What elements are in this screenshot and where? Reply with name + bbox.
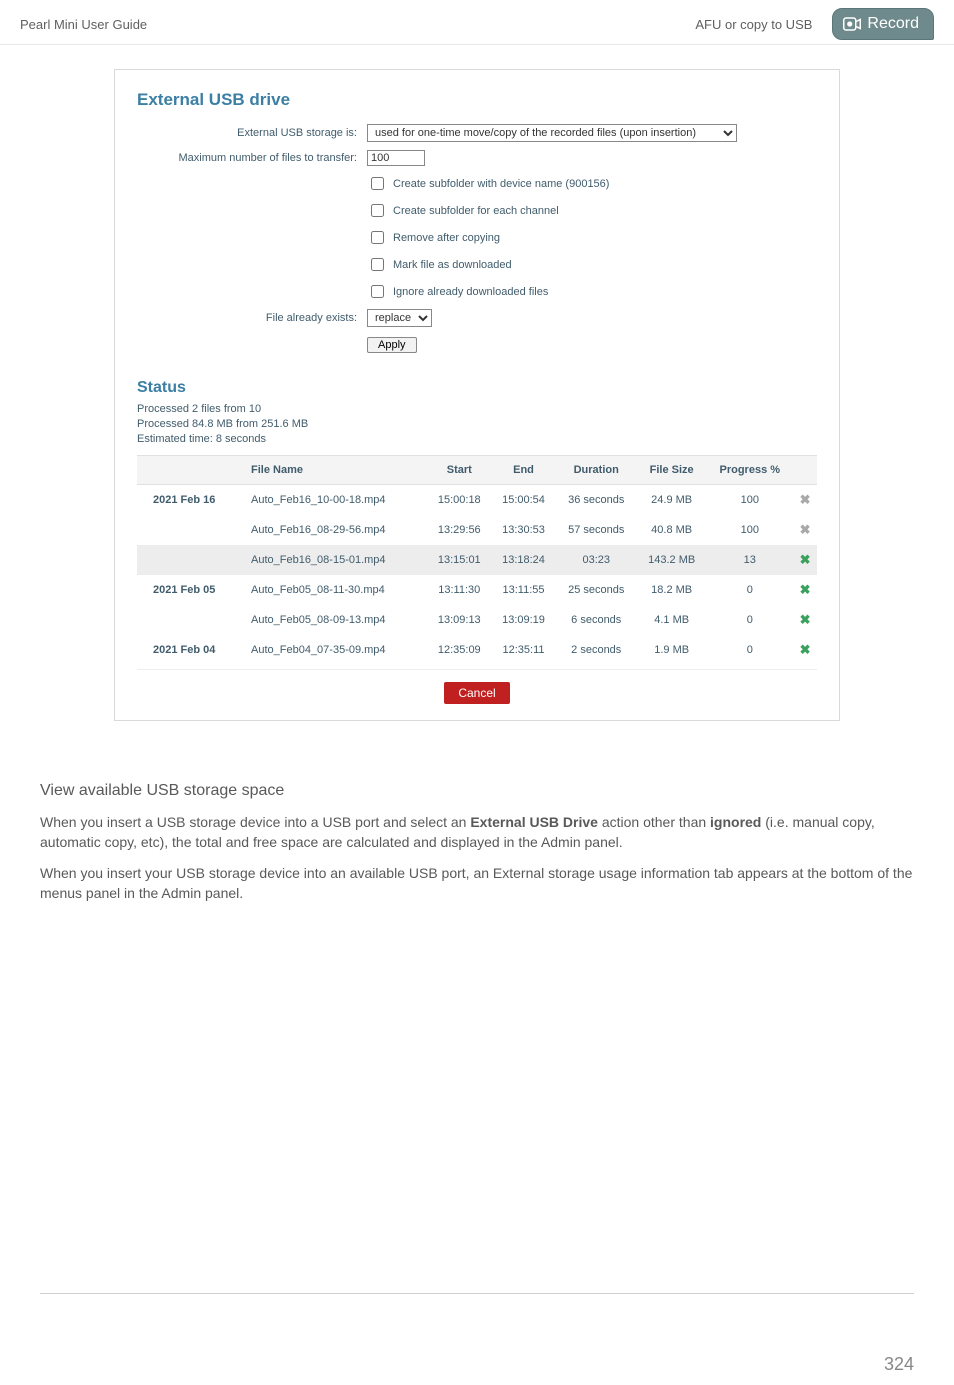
cell-date [137, 515, 247, 545]
close-icon[interactable]: ✖ [800, 522, 811, 537]
panel-title: External USB drive [137, 90, 817, 110]
cell-start: 15:00:18 [427, 485, 491, 516]
cell-end: 13:18:24 [491, 545, 555, 575]
storage-select[interactable]: used for one-time move/copy of the recor… [367, 124, 737, 142]
record-badge: Record [832, 8, 934, 40]
cell-start: 12:35:09 [427, 635, 491, 665]
cb-subfolder-device-label: Create subfolder with device name (90015… [393, 178, 609, 190]
cell-filename: Auto_Feb04_07-35-09.mp4 [247, 635, 427, 665]
apply-button[interactable]: Apply [367, 337, 417, 353]
files-table: File Name Start End Duration File Size P… [137, 455, 817, 665]
status-line-3: Estimated time: 8 seconds [137, 433, 817, 445]
cell-date [137, 545, 247, 575]
record-label: Record [867, 15, 919, 33]
section-heading: View available USB storage space [40, 779, 914, 802]
cb-subfolder-channel[interactable] [371, 204, 384, 217]
close-icon[interactable]: ✖ [800, 582, 811, 597]
guide-title: Pearl Mini User Guide [20, 17, 695, 32]
col-action [793, 456, 817, 485]
cell-size: 40.8 MB [637, 515, 707, 545]
cell-size: 143.2 MB [637, 545, 707, 575]
cb-remove-after[interactable] [371, 231, 384, 244]
table-row: 2021 Feb 05Auto_Feb05_08-11-30.mp413:11:… [137, 575, 817, 605]
cell-duration: 36 seconds [556, 485, 637, 516]
cell-end: 12:35:11 [491, 635, 555, 665]
close-icon[interactable]: ✖ [800, 552, 811, 567]
col-end: End [491, 456, 555, 485]
cb-ignore-downloaded-label: Ignore already downloaded files [393, 286, 548, 298]
col-date [137, 456, 247, 485]
max-input[interactable] [367, 150, 425, 166]
cell-duration: 2 seconds [556, 635, 637, 665]
cell-date [137, 605, 247, 635]
cb-subfolder-device[interactable] [371, 177, 384, 190]
max-label: Maximum number of files to transfer: [137, 152, 367, 164]
record-icon [843, 17, 861, 31]
cell-filename: Auto_Feb05_08-09-13.mp4 [247, 605, 427, 635]
cell-duration: 57 seconds [556, 515, 637, 545]
col-size: File Size [637, 456, 707, 485]
exists-select[interactable]: replace [367, 309, 432, 327]
cell-end: 15:00:54 [491, 485, 555, 516]
cell-progress: 100 [706, 485, 793, 516]
cancel-button[interactable]: Cancel [444, 682, 509, 704]
cb-mark-downloaded[interactable] [371, 258, 384, 271]
col-duration: Duration [556, 456, 637, 485]
cell-duration: 6 seconds [556, 605, 637, 635]
cell-start: 13:09:13 [427, 605, 491, 635]
cell-date: 2021 Feb 04 [137, 635, 247, 665]
col-filename: File Name [247, 456, 427, 485]
cb-ignore-downloaded[interactable] [371, 285, 384, 298]
table-row: 2021 Feb 04Auto_Feb04_07-35-09.mp412:35:… [137, 635, 817, 665]
cell-date: 2021 Feb 05 [137, 575, 247, 605]
cell-end: 13:11:55 [491, 575, 555, 605]
col-start: Start [427, 456, 491, 485]
cell-duration: 25 seconds [556, 575, 637, 605]
cell-date: 2021 Feb 16 [137, 485, 247, 516]
table-row: 2021 Feb 16Auto_Feb16_10-00-18.mp415:00:… [137, 485, 817, 516]
cell-filename: Auto_Feb16_10-00-18.mp4 [247, 485, 427, 516]
table-row: Auto_Feb16_08-15-01.mp413:15:0113:18:240… [137, 545, 817, 575]
cell-progress: 13 [706, 545, 793, 575]
cell-filename: Auto_Feb05_08-11-30.mp4 [247, 575, 427, 605]
cell-filename: Auto_Feb16_08-15-01.mp4 [247, 545, 427, 575]
cell-size: 4.1 MB [637, 605, 707, 635]
cell-end: 13:09:19 [491, 605, 555, 635]
cb-mark-downloaded-label: Mark file as downloaded [393, 259, 512, 271]
cb-subfolder-channel-label: Create subfolder for each channel [393, 205, 559, 217]
page-number: 324 [0, 1294, 954, 1385]
cell-start: 13:15:01 [427, 545, 491, 575]
storage-label: External USB storage is: [137, 127, 367, 139]
cell-progress: 0 [706, 635, 793, 665]
cell-size: 24.9 MB [637, 485, 707, 516]
section-title: AFU or copy to USB [695, 17, 812, 32]
cb-remove-after-label: Remove after copying [393, 232, 500, 244]
usb-panel: External USB drive External USB storage … [114, 69, 840, 721]
exists-label: File already exists: [137, 312, 367, 324]
cell-start: 13:11:30 [427, 575, 491, 605]
paragraph-2: When you insert your USB storage device … [40, 863, 914, 904]
status-line-2: Processed 84.8 MB from 251.6 MB [137, 418, 817, 430]
status-heading: Status [137, 379, 817, 397]
close-icon[interactable]: ✖ [800, 612, 811, 627]
cell-end: 13:30:53 [491, 515, 555, 545]
col-progress: Progress % [706, 456, 793, 485]
paragraph-1: When you insert a USB storage device int… [40, 812, 914, 853]
cell-progress: 100 [706, 515, 793, 545]
cell-duration: 03:23 [556, 545, 637, 575]
cell-progress: 0 [706, 575, 793, 605]
table-row: Auto_Feb05_08-09-13.mp413:09:1313:09:196… [137, 605, 817, 635]
cell-filename: Auto_Feb16_08-29-56.mp4 [247, 515, 427, 545]
cell-progress: 0 [706, 605, 793, 635]
close-icon[interactable]: ✖ [800, 492, 811, 507]
cell-size: 1.9 MB [637, 635, 707, 665]
cell-start: 13:29:56 [427, 515, 491, 545]
status-line-1: Processed 2 files from 10 [137, 403, 817, 415]
table-row: Auto_Feb16_08-29-56.mp413:29:5613:30:535… [137, 515, 817, 545]
cell-size: 18.2 MB [637, 575, 707, 605]
close-icon[interactable]: ✖ [800, 642, 811, 657]
